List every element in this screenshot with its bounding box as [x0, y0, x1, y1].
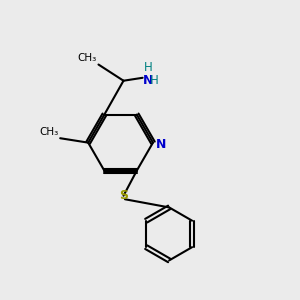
Text: CH₃: CH₃	[78, 53, 97, 63]
Text: N: N	[156, 139, 166, 152]
Text: N: N	[143, 74, 153, 87]
Text: CH₃: CH₃	[40, 127, 59, 137]
Text: H: H	[150, 74, 159, 87]
Text: H: H	[144, 61, 152, 74]
Text: S: S	[119, 189, 128, 202]
